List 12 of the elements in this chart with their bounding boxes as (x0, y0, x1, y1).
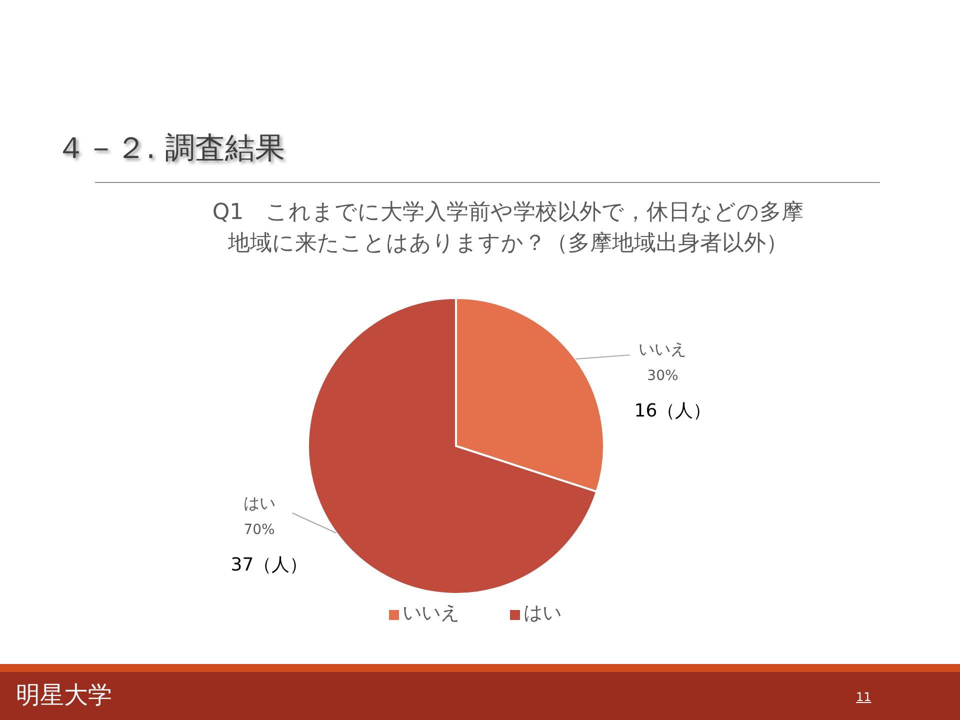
chart-title: ４－２. 調査結果 (56, 130, 286, 168)
slice-label: はい (243, 493, 276, 512)
text: 16（人） (634, 400, 712, 422)
text: 明星大学 (16, 680, 112, 711)
legend-label: はい (524, 602, 562, 624)
text: 11 (856, 690, 872, 704)
slice-label: いいえ (638, 340, 687, 359)
text: 37（人） (230, 554, 308, 576)
legend-label: いいえ (402, 602, 460, 624)
chart-subtitle: Q1 これまでに大学入学前や学校以外で，休日などの多摩地域に来たことはありますか？（多摩地域出身者以外） (212, 199, 804, 258)
data-label: 30% (647, 368, 678, 384)
data-label: 70% (244, 522, 275, 538)
